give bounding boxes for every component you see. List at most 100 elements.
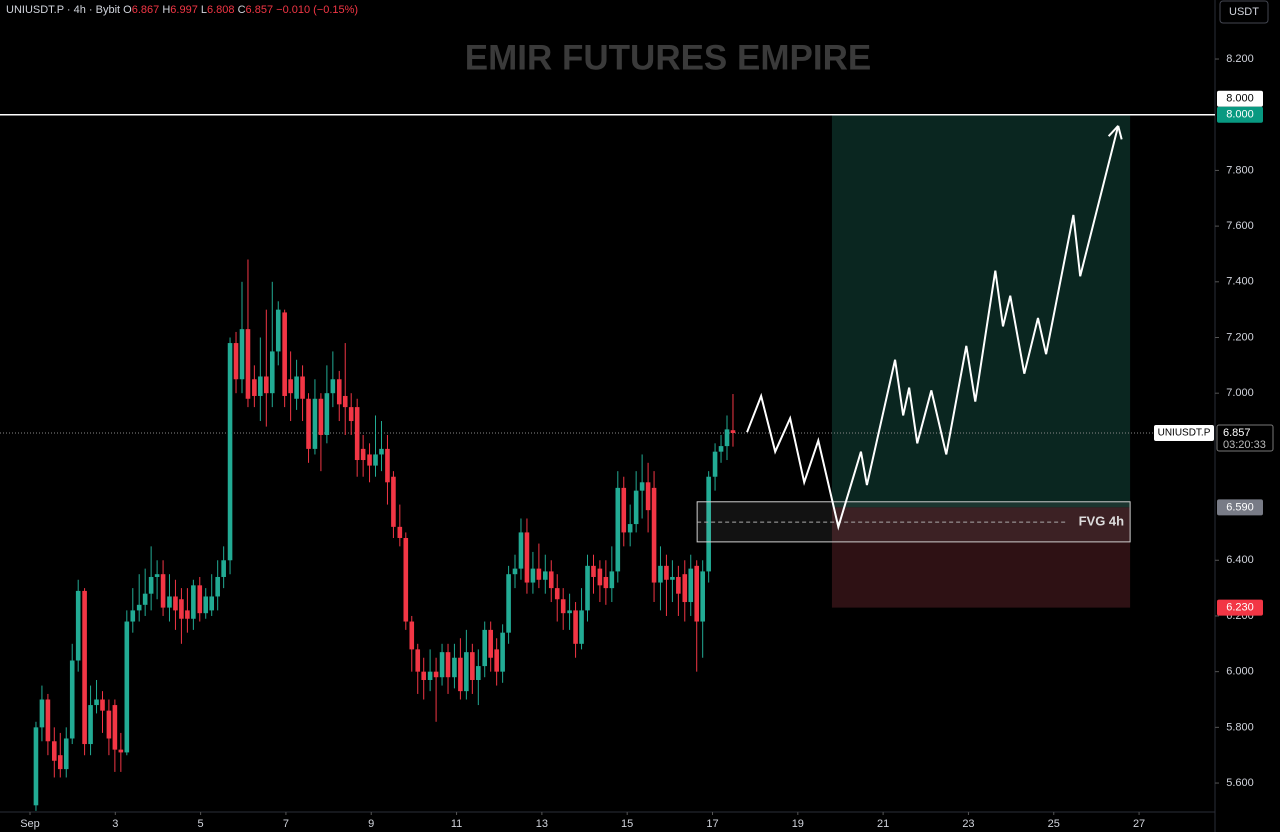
fvg-label: FVG 4h (1079, 514, 1125, 529)
candle-body (324, 393, 330, 435)
candle-body (342, 395, 348, 408)
candle-body (124, 621, 130, 753)
candle-body (688, 568, 694, 603)
candle-body (700, 571, 705, 622)
candle-body (336, 379, 342, 405)
candle-body (548, 571, 554, 589)
candle-body (476, 666, 481, 681)
y-tick-label: 5.600 (1226, 777, 1254, 789)
candle-body (185, 610, 190, 619)
candle-body (312, 398, 318, 449)
candle-body (579, 610, 584, 644)
y-tick-label: 6.000 (1226, 666, 1254, 678)
x-tick-label: 17 (706, 818, 718, 830)
x-tick-label: 19 (792, 818, 804, 830)
target-price-label: 8.000 (1226, 109, 1254, 121)
candle-body (258, 376, 263, 396)
candle-body (203, 596, 209, 614)
target-price-box (1217, 106, 1263, 123)
candle-body (554, 588, 560, 600)
candle-body (88, 705, 93, 745)
legend-value: 6.997 (170, 4, 198, 16)
x-tick-label: 5 (198, 818, 204, 830)
legend-change: −0.010 (−0.15%) (276, 4, 358, 16)
x-tick-label: 27 (1133, 818, 1145, 830)
candle-body (391, 476, 396, 527)
x-tick-label: 21 (877, 818, 889, 830)
candle-body (530, 568, 536, 583)
candle-body (676, 576, 681, 594)
candle-body (397, 526, 403, 538)
candle-body (694, 565, 700, 622)
candle-body (167, 596, 172, 608)
candle-body (75, 590, 81, 661)
target-zone (831, 114, 1131, 508)
candle-body (130, 610, 136, 622)
candle-body (718, 446, 724, 452)
candle-body (658, 565, 663, 583)
candle-body (415, 649, 421, 672)
candle-body (215, 576, 220, 597)
candle-body (252, 379, 257, 396)
candle-body (288, 379, 293, 394)
legend-value: 6.857 (246, 4, 274, 16)
candle-body (354, 407, 360, 461)
candle-body (136, 604, 142, 611)
candle-body (45, 699, 51, 742)
candle-body (536, 568, 542, 580)
legend-key: C (238, 4, 246, 16)
x-tick-label: 13 (536, 818, 548, 830)
candle-body (348, 407, 354, 422)
candle-body (670, 576, 675, 580)
candle-body (118, 749, 124, 753)
projection-path (746, 125, 1120, 531)
candle-body (518, 532, 524, 569)
candle-body (275, 309, 281, 352)
last-price-box (1216, 424, 1274, 452)
x-tick-label: Sep (20, 818, 40, 830)
candle-body (160, 574, 166, 608)
candle-body (542, 571, 548, 580)
y-tick-label: 7.800 (1226, 164, 1254, 176)
x-tick-label: 7 (283, 818, 289, 830)
candle-body (57, 755, 63, 770)
y-tick-label: 6.400 (1226, 554, 1254, 566)
candle-body (100, 699, 105, 711)
legend-value: 6.867 (132, 4, 160, 16)
candle-body (227, 343, 233, 561)
candle-body (470, 652, 475, 681)
candle-body (651, 487, 657, 583)
candle-body (82, 590, 87, 745)
candle-body (360, 448, 366, 461)
currency-box (1219, 0, 1269, 24)
candle-body (512, 568, 518, 575)
candle-body (300, 376, 305, 399)
entry-price-label: 6.590 (1226, 501, 1254, 513)
x-tick-label: 25 (1048, 818, 1060, 830)
candle-body (306, 398, 311, 449)
candle-body (445, 652, 451, 678)
candle-body (458, 657, 463, 692)
candle-body (488, 629, 493, 658)
candle-body (94, 699, 99, 706)
y-tick-label: 7.000 (1226, 387, 1254, 399)
stop-price-label: 6.230 (1226, 602, 1254, 614)
legend-key: O (123, 4, 132, 16)
x-tick-label: 11 (451, 818, 462, 830)
candle-body (269, 351, 275, 394)
candle-body (330, 379, 336, 394)
hline-price-label: 8.000 (1226, 93, 1254, 105)
legend-value: 6.808 (207, 4, 235, 16)
candle-body (567, 610, 572, 614)
candle-body (106, 710, 112, 739)
candle-body (191, 585, 196, 619)
candle-body (197, 585, 203, 614)
y-tick-label: 7.600 (1226, 220, 1254, 232)
y-tick-label: 7.200 (1226, 331, 1254, 343)
candle-body (730, 430, 736, 434)
candle-body (639, 482, 645, 491)
x-tick-label: 9 (368, 818, 374, 830)
candle-body (464, 652, 469, 692)
candle-body (633, 490, 639, 525)
